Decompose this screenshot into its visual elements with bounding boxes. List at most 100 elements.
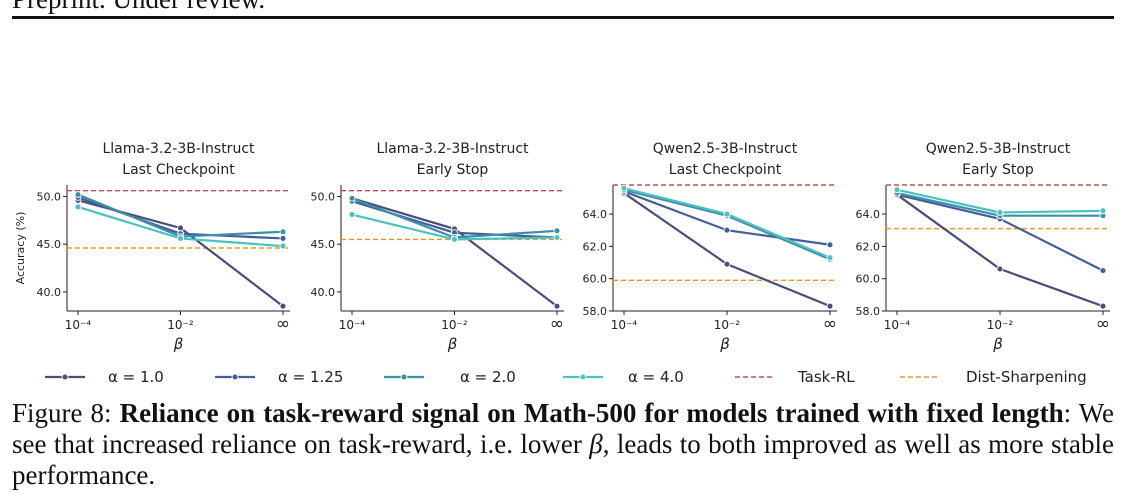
legend-marker: [231, 373, 239, 381]
data-point: [279, 235, 287, 242]
chart-title-line: Last Checkpoint: [669, 162, 782, 178]
legend-item: α = 4.0: [563, 368, 684, 386]
legend-label: α = 1.25: [278, 368, 343, 386]
legend-item: Dist-Sharpening: [900, 368, 1087, 386]
x-tick-label: 10⁻⁴: [611, 318, 638, 332]
x-axis-label: β: [992, 335, 1003, 353]
chart-panel-1: Llama-3.2-3B-Instruct Last Checkpoint 40.0…: [14, 141, 290, 353]
data-point: [348, 211, 356, 219]
x-tick-label: 10⁻⁴: [65, 318, 92, 332]
chart-title-line: Last Checkpoint: [122, 162, 235, 178]
chart-panel-3: Qwen2.5-3B-Instruct Last Checkpoint 58.0 60…: [583, 141, 838, 353]
data-point: [74, 191, 82, 198]
chart-title-line: Llama-3.2-3B-Instruct: [376, 141, 529, 157]
caption-text-2: , leads to both improved as well as more…: [12, 429, 1114, 490]
series-line-3: [623, 188, 831, 261]
data-point: [177, 235, 184, 242]
series-line-1: [351, 197, 558, 308]
y-tick-label: 40.0: [37, 286, 62, 299]
x-tick-label: 10⁻²: [167, 318, 194, 332]
series-line-1: [623, 192, 831, 308]
data-point: [74, 203, 82, 211]
data-point: [996, 209, 1004, 216]
x-tick-label: ∞: [1096, 314, 1110, 334]
chart-panel-2: Llama-3.2-3B-Instruct Early Stop 40.0 45.0 5…: [311, 141, 565, 353]
y-tick-label: 45.0: [311, 238, 336, 251]
data-point: [1099, 302, 1107, 310]
data-point: [1099, 207, 1107, 215]
x-tick-label: 10⁻²: [714, 318, 741, 332]
data-point: [177, 224, 184, 232]
caption-beta: β: [589, 429, 603, 459]
chart-title-line: Early Stop: [417, 162, 489, 178]
legend-item: α = 2.0: [384, 368, 516, 386]
y-tick-label: 50.0: [37, 190, 62, 203]
x-axis-label: β: [447, 335, 458, 353]
data-point: [893, 186, 901, 194]
header-rule: [12, 16, 1114, 19]
x-axis-label: β: [719, 335, 730, 353]
figure-caption: Figure 8: Reliance on task-reward signal…: [12, 398, 1114, 491]
y-tick-label: 64.0: [856, 208, 881, 221]
legend: α = 1.0 α = 1.25 α = 2.0 α = 4.0 Task-RL Dist…: [45, 368, 1087, 386]
chart-title-line: Llama-3.2-3B-Instruct: [102, 141, 255, 157]
x-tick-label: ∞: [550, 314, 564, 334]
x-tick-label: ∞: [823, 314, 837, 334]
y-axis-label: Accuracy (%): [14, 212, 27, 285]
legend-marker: [579, 373, 587, 381]
y-tick-label: 58.0: [583, 305, 608, 318]
y-tick-label: 50.0: [311, 190, 336, 203]
data-point: [553, 227, 561, 235]
data-point: [553, 234, 561, 241]
legend-label: α = 2.0: [460, 368, 516, 386]
legend-item: α = 1.0: [45, 368, 164, 386]
data-point: [826, 254, 834, 262]
x-tick-label: 10⁻⁴: [884, 318, 911, 332]
data-point: [348, 194, 356, 202]
figure-8: Llama-3.2-3B-Instruct Last Checkpoint 40.0…: [14, 141, 1111, 386]
data-point: [620, 184, 628, 192]
data-point: [451, 235, 458, 243]
legend-label: α = 4.0: [628, 368, 684, 386]
legend-item: Task-RL: [735, 368, 855, 386]
y-tick-label: 60.0: [583, 273, 608, 286]
x-axis-label: β: [173, 335, 184, 353]
chart-title-line: Qwen2.5-3B-Instruct: [926, 141, 1071, 157]
data-point: [279, 242, 287, 250]
chart-title-line: Early Stop: [962, 162, 1034, 178]
data-point: [723, 226, 731, 234]
x-tick-label: 10⁻⁴: [339, 318, 366, 332]
legend-label: α = 1.0: [108, 368, 164, 386]
x-tick-label: ∞: [276, 314, 290, 334]
data-point: [553, 302, 561, 310]
data-point: [996, 265, 1004, 273]
chart-title-line: Qwen2.5-3B-Instruct: [653, 141, 798, 157]
y-tick-label: 62.0: [856, 240, 881, 253]
data-point: [826, 302, 834, 310]
y-tick-label: 64.0: [583, 208, 608, 221]
data-point: [279, 228, 287, 236]
caption-bold: Reliance on task-reward signal on Math-5…: [119, 398, 1064, 428]
y-tick-label: 62.0: [583, 240, 608, 253]
legend-label: Task-RL: [797, 368, 855, 386]
data-point: [826, 241, 834, 249]
data-point: [723, 210, 731, 218]
caption-label: Figure 8:: [12, 398, 112, 428]
data-point: [279, 302, 287, 310]
y-tick-label: 40.0: [311, 286, 336, 299]
x-tick-label: 10⁻²: [441, 318, 468, 332]
page-header: Preprint. Under review.: [12, 0, 265, 15]
y-tick-label: 60.0: [856, 273, 881, 286]
series-line-2: [896, 193, 1104, 272]
legend-marker: [61, 373, 69, 381]
legend-label: Dist-Sharpening: [966, 368, 1087, 386]
y-tick-label: 45.0: [37, 238, 62, 251]
legend-marker: [400, 373, 408, 381]
legend-item: α = 1.25: [215, 368, 343, 386]
data-point: [1099, 267, 1107, 275]
data-point: [723, 260, 731, 268]
chart-panel-4: Qwen2.5-3B-Instruct Early Stop 58.0 60.0 62.…: [856, 141, 1111, 353]
caption-text-1: : We see that increased reliance on task…: [12, 398, 1115, 459]
y-tick-label: 58.0: [856, 305, 881, 318]
x-tick-label: 10⁻²: [987, 318, 1014, 332]
